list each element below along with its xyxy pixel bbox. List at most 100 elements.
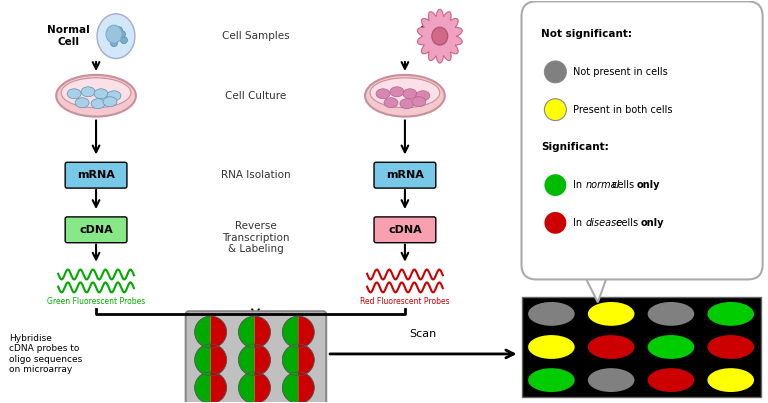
Circle shape bbox=[194, 344, 227, 376]
Wedge shape bbox=[283, 344, 298, 376]
Wedge shape bbox=[194, 344, 210, 376]
Text: Scan: Scan bbox=[409, 329, 436, 339]
Circle shape bbox=[545, 174, 566, 196]
Ellipse shape bbox=[67, 89, 81, 99]
Ellipse shape bbox=[121, 37, 127, 44]
Wedge shape bbox=[239, 316, 254, 348]
Circle shape bbox=[545, 61, 566, 83]
Text: Significant:: Significant: bbox=[541, 142, 609, 152]
Ellipse shape bbox=[588, 335, 634, 359]
Circle shape bbox=[283, 372, 314, 403]
Ellipse shape bbox=[412, 97, 425, 107]
Ellipse shape bbox=[384, 98, 398, 108]
Ellipse shape bbox=[528, 302, 574, 326]
Ellipse shape bbox=[707, 302, 754, 326]
Ellipse shape bbox=[56, 75, 136, 116]
Ellipse shape bbox=[647, 335, 694, 359]
FancyBboxPatch shape bbox=[65, 162, 127, 188]
Ellipse shape bbox=[94, 89, 108, 99]
Ellipse shape bbox=[61, 78, 131, 108]
Text: disease: disease bbox=[585, 218, 623, 228]
Ellipse shape bbox=[528, 335, 574, 359]
Ellipse shape bbox=[376, 89, 390, 99]
Text: Present in both cells: Present in both cells bbox=[574, 105, 673, 114]
Ellipse shape bbox=[432, 27, 448, 45]
Text: mRNA: mRNA bbox=[77, 170, 115, 180]
Circle shape bbox=[283, 344, 314, 376]
Wedge shape bbox=[194, 316, 210, 348]
Ellipse shape bbox=[75, 98, 89, 108]
Ellipse shape bbox=[707, 335, 754, 359]
Text: In: In bbox=[574, 218, 585, 228]
Ellipse shape bbox=[106, 25, 122, 43]
Text: Red Fluorescent Probes: Red Fluorescent Probes bbox=[360, 297, 450, 306]
Wedge shape bbox=[283, 372, 298, 403]
FancyBboxPatch shape bbox=[186, 311, 326, 403]
Text: only: only bbox=[637, 180, 660, 190]
Ellipse shape bbox=[111, 39, 118, 47]
Wedge shape bbox=[298, 372, 314, 403]
Circle shape bbox=[239, 316, 270, 348]
Ellipse shape bbox=[107, 91, 121, 101]
Circle shape bbox=[239, 372, 270, 403]
Ellipse shape bbox=[416, 91, 430, 101]
Circle shape bbox=[545, 99, 566, 120]
Text: cells: cells bbox=[609, 180, 637, 190]
Ellipse shape bbox=[91, 99, 105, 109]
Circle shape bbox=[283, 316, 314, 348]
Ellipse shape bbox=[588, 368, 634, 392]
Text: Hybridise
cDNA probes to
oligo sequences
on microarray: Hybridise cDNA probes to oligo sequences… bbox=[9, 334, 83, 374]
Ellipse shape bbox=[108, 33, 114, 39]
Circle shape bbox=[194, 316, 227, 348]
Wedge shape bbox=[298, 316, 314, 348]
Circle shape bbox=[545, 212, 566, 234]
Wedge shape bbox=[239, 372, 254, 403]
Text: Cell Culture: Cell Culture bbox=[225, 91, 286, 101]
Text: mRNA: mRNA bbox=[386, 170, 424, 180]
Ellipse shape bbox=[81, 87, 95, 97]
Ellipse shape bbox=[365, 75, 445, 116]
Ellipse shape bbox=[115, 27, 122, 34]
Text: Not significant:: Not significant: bbox=[541, 29, 632, 39]
Ellipse shape bbox=[370, 78, 440, 108]
Ellipse shape bbox=[97, 14, 135, 58]
Text: Normal
Cell: Normal Cell bbox=[47, 25, 90, 47]
Ellipse shape bbox=[528, 368, 574, 392]
Circle shape bbox=[194, 372, 227, 403]
Wedge shape bbox=[210, 344, 227, 376]
Ellipse shape bbox=[103, 97, 117, 107]
Ellipse shape bbox=[647, 368, 694, 392]
Text: Green Fluorescent Probes: Green Fluorescent Probes bbox=[47, 297, 145, 306]
Ellipse shape bbox=[118, 31, 125, 37]
Wedge shape bbox=[210, 316, 227, 348]
Polygon shape bbox=[584, 274, 607, 302]
FancyBboxPatch shape bbox=[521, 297, 760, 397]
Wedge shape bbox=[210, 372, 227, 403]
FancyBboxPatch shape bbox=[374, 217, 435, 243]
Ellipse shape bbox=[588, 302, 634, 326]
Wedge shape bbox=[254, 344, 270, 376]
Ellipse shape bbox=[400, 99, 414, 109]
Wedge shape bbox=[298, 344, 314, 376]
Ellipse shape bbox=[647, 302, 694, 326]
FancyBboxPatch shape bbox=[374, 162, 435, 188]
Wedge shape bbox=[254, 372, 270, 403]
Text: In: In bbox=[574, 180, 585, 190]
Wedge shape bbox=[254, 316, 270, 348]
Wedge shape bbox=[283, 316, 298, 348]
Ellipse shape bbox=[403, 89, 417, 99]
Text: Cell Samples: Cell Samples bbox=[222, 31, 290, 41]
Text: normal: normal bbox=[585, 180, 620, 190]
Text: cells: cells bbox=[613, 218, 641, 228]
Text: RNA Isolation: RNA Isolation bbox=[220, 170, 290, 180]
FancyBboxPatch shape bbox=[65, 217, 127, 243]
Text: Reverse
Transcription
& Labeling: Reverse Transcription & Labeling bbox=[222, 221, 290, 254]
Circle shape bbox=[239, 344, 270, 376]
Text: Not present in cells: Not present in cells bbox=[574, 67, 668, 77]
FancyBboxPatch shape bbox=[521, 1, 763, 279]
Wedge shape bbox=[239, 344, 254, 376]
Text: only: only bbox=[641, 218, 664, 228]
Ellipse shape bbox=[707, 368, 754, 392]
Polygon shape bbox=[418, 9, 462, 63]
Ellipse shape bbox=[390, 87, 404, 97]
